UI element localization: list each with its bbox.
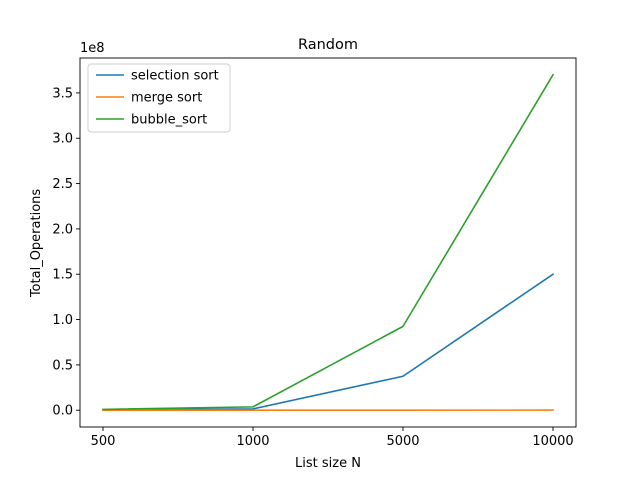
y-tick-label: 3.5 bbox=[52, 86, 73, 101]
plot-area: 500 1000 5000 10000 0.0 0.5 1.0 1.5 2.0 2.5 3.0 3.5 bbox=[52, 57, 577, 449]
y-offset-label: 1e8 bbox=[80, 41, 105, 56]
y-tick-label: 2.0 bbox=[52, 222, 73, 237]
y-tick-label: 2.5 bbox=[52, 177, 73, 192]
y-axis-label: Total_Operations bbox=[29, 189, 44, 299]
y-tick-label: 3.0 bbox=[52, 132, 73, 147]
chart-title: Random bbox=[298, 37, 358, 53]
legend-entry: bubble_sort bbox=[131, 113, 207, 128]
y-tick-label: 1.0 bbox=[52, 313, 73, 328]
series-line-bubble-sort bbox=[102, 73, 555, 411]
legend: selection sort merge sort bubble_sort bbox=[87, 63, 231, 133]
legend-box bbox=[87, 63, 231, 133]
axes-frame bbox=[79, 57, 577, 428]
x-tick-label: 1000 bbox=[236, 434, 269, 449]
legend-entry: selection sort bbox=[131, 69, 219, 84]
series-line-selection-sort bbox=[102, 273, 555, 411]
x-tick-label: 500 bbox=[91, 434, 116, 449]
legend-entry: merge sort bbox=[131, 91, 202, 106]
y-tick-label: 0.0 bbox=[52, 404, 73, 419]
x-axis-label: List size N bbox=[295, 456, 361, 471]
x-tick-label: 5000 bbox=[386, 434, 419, 449]
y-tick-label: 0.5 bbox=[52, 358, 73, 373]
x-tick-label: 10000 bbox=[532, 434, 573, 449]
y-tick-label: 1.5 bbox=[52, 268, 73, 283]
